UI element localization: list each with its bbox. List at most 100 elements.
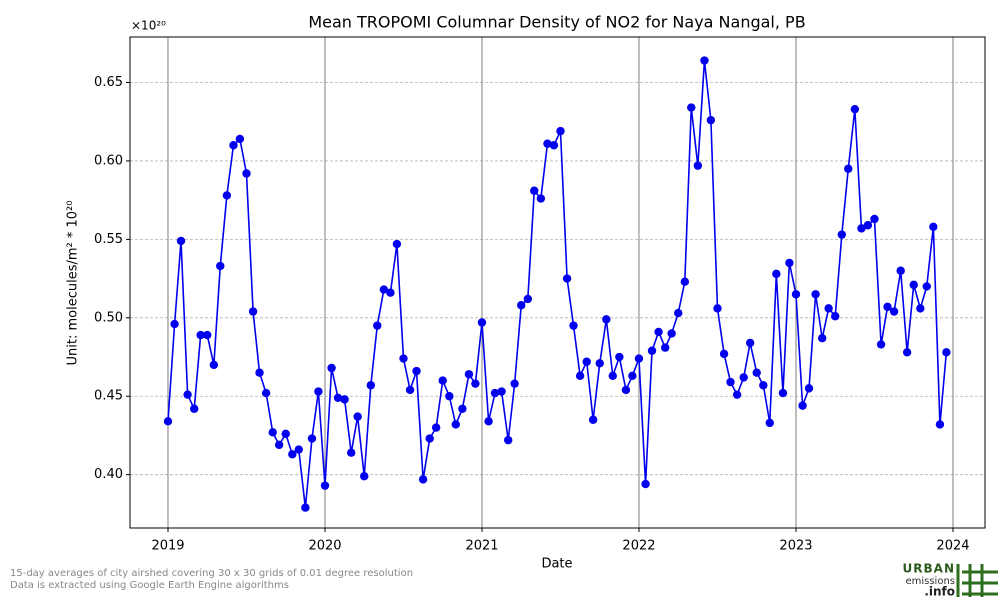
data-point (562, 274, 572, 283)
data-point (294, 445, 303, 454)
data-point (608, 371, 617, 381)
data-point (700, 56, 709, 65)
data-point (229, 141, 238, 150)
data-point (504, 435, 513, 445)
logo-text: URBAN (903, 562, 955, 576)
data-point (831, 312, 840, 321)
data-point (281, 429, 290, 439)
data-point (340, 395, 349, 404)
data-point (902, 348, 912, 357)
data-point (255, 368, 264, 377)
data-point (307, 434, 317, 443)
data-point (530, 186, 539, 195)
data-point (490, 388, 500, 398)
data-point (366, 381, 376, 390)
data-point (824, 304, 833, 313)
data-point (876, 340, 886, 349)
chart-title: Mean TROPOMI Columnar Density of NO2 for… (308, 13, 805, 32)
data-point (687, 103, 696, 112)
x-tick-label: 2023 (779, 539, 812, 554)
data-point (274, 440, 284, 450)
x-axis-label: Date (541, 557, 572, 572)
data-point (935, 420, 945, 429)
data-point (778, 388, 788, 398)
data-point (713, 304, 722, 313)
data-point (517, 301, 526, 310)
data-point (798, 401, 807, 410)
offset-label: ×10²⁰ (131, 19, 166, 33)
data-point (791, 290, 801, 299)
data-point (922, 282, 931, 291)
data-point (209, 360, 219, 370)
data-point (451, 420, 460, 429)
data-point (719, 349, 729, 359)
data-point (889, 307, 899, 316)
logo-text: .info (924, 585, 955, 599)
data-point (804, 384, 814, 393)
data-point (412, 366, 421, 376)
data-point (549, 141, 559, 150)
data-point (425, 434, 434, 443)
data-point (850, 104, 860, 114)
data-point (261, 388, 271, 398)
data-point (634, 354, 644, 363)
data-point (693, 161, 703, 170)
data-point (759, 381, 768, 390)
data-point (706, 115, 716, 125)
data-point (916, 304, 925, 313)
data-line (167, 60, 948, 508)
data-point (163, 417, 173, 426)
data-point (222, 191, 232, 200)
data-point (647, 346, 657, 355)
data-point (667, 329, 676, 338)
footnote: 15-day averages of city airshed covering… (10, 568, 413, 579)
data-point (458, 404, 467, 413)
data-point (909, 280, 918, 290)
data-point (510, 379, 519, 388)
logo-icon (956, 564, 998, 597)
data-point (837, 230, 847, 239)
data-point (484, 417, 493, 426)
data-point (674, 308, 683, 318)
data-point (785, 258, 794, 268)
data-point (582, 357, 591, 366)
data-point (641, 479, 650, 489)
x-tick-label: 2020 (308, 539, 341, 554)
data-point (203, 330, 212, 340)
data-point (379, 285, 389, 294)
data-point (621, 385, 631, 395)
data-point (575, 371, 585, 381)
data-point (386, 288, 395, 297)
y-tick-label: 0.55 (94, 232, 123, 247)
data-point (765, 418, 774, 428)
data-point (497, 387, 506, 396)
data-point (301, 503, 310, 512)
data-point (183, 390, 192, 399)
data-point (471, 379, 480, 388)
data-point (595, 359, 604, 368)
data-point (857, 224, 866, 233)
data-point (543, 139, 552, 148)
data-point (477, 318, 487, 327)
data-point (248, 307, 258, 316)
data-point (445, 392, 454, 401)
data-point (242, 169, 251, 178)
footnote: Data is extracted using Google Earth Eng… (10, 580, 289, 591)
data-point (333, 393, 343, 402)
data-point (288, 450, 297, 459)
data-point (438, 376, 447, 385)
y-tick-label: 0.50 (94, 310, 123, 325)
x-tick-label: 2021 (465, 539, 498, 554)
data-point (929, 222, 938, 232)
y-tick-label: 0.65 (94, 75, 123, 90)
data-point (752, 368, 761, 377)
data-point (615, 352, 624, 362)
data-point (817, 333, 827, 343)
data-point (602, 315, 611, 324)
data-point (660, 343, 670, 352)
data-point (739, 373, 748, 382)
data-point (844, 164, 853, 173)
data-point (464, 370, 474, 379)
data-point (680, 277, 690, 286)
data-point (353, 412, 362, 421)
